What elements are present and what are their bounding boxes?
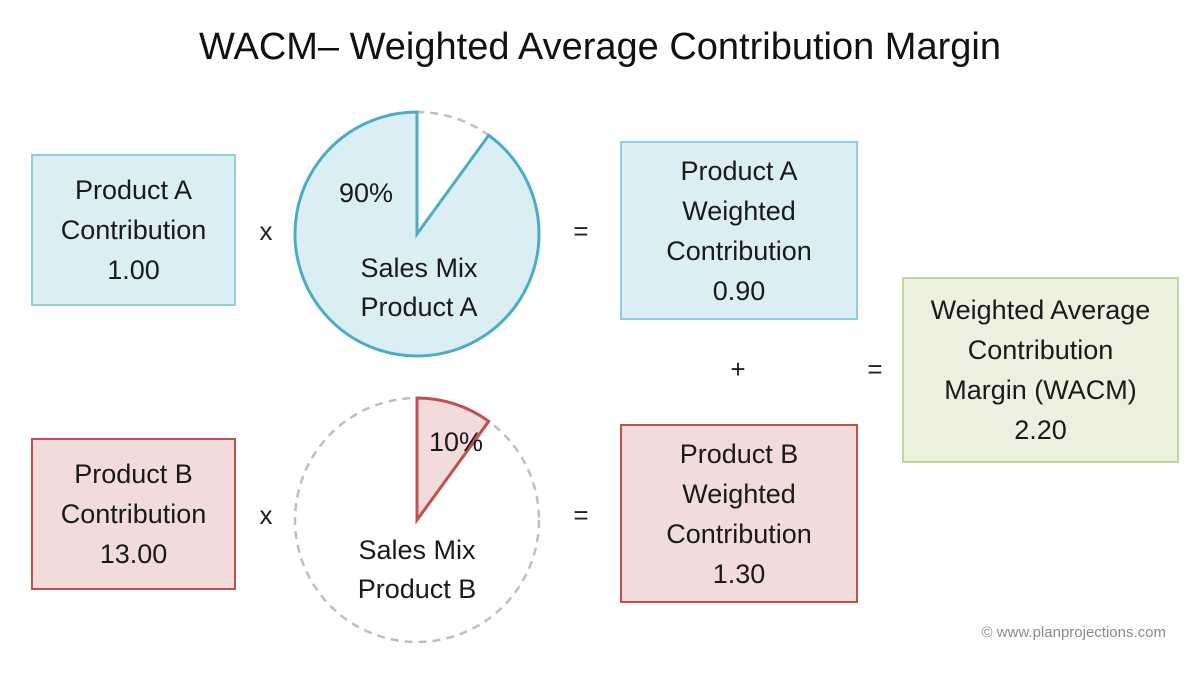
box-line: 1.00 (107, 255, 160, 285)
box-line: Weighted Average (930, 295, 1151, 325)
box-line: Margin (WACM) (944, 375, 1137, 405)
box-line: Contribution (666, 518, 812, 549)
box-line: Product B (74, 459, 193, 489)
box-line: 13.00 (99, 539, 168, 569)
pie-b-label-line2: Product B (358, 574, 477, 604)
box-line: Contribution (967, 335, 1114, 365)
pie-a-label-line1: Sales Mix (360, 253, 478, 283)
pie-a-label-line2: Product A (360, 292, 477, 322)
product-a-weighted-box: Product A Weighted Contribution 0.90 (620, 141, 858, 320)
box-line: Contribution (666, 235, 812, 266)
multiply-operator-b: x (259, 500, 273, 530)
product-a-contribution-box: Product A Contribution 1.00 (31, 154, 236, 306)
product-b-contribution-box: Product B Contribution 13.00 (31, 438, 236, 590)
box-line: 0.90 (712, 275, 766, 306)
box-line: Weighted (682, 478, 796, 509)
box-line: Contribution (60, 215, 207, 245)
equals-operator-total: = (867, 354, 883, 384)
box-line: 2.20 (1014, 415, 1067, 445)
box-line: Product A (74, 175, 193, 205)
wacm-result-box: Weighted Average Contribution Margin (WA… (902, 277, 1179, 463)
box-line: Contribution (60, 499, 207, 529)
page-title: WACM– Weighted Average Contribution Marg… (199, 26, 1001, 68)
pie-b-percent: 10% (429, 427, 483, 457)
copyright-notice: © www.planprojections.com (981, 624, 1166, 641)
multiply-operator-a: x (259, 216, 273, 246)
pie-a-slice (293, 110, 541, 358)
product-b-weighted-box: Product B Weighted Contribution 1.30 (620, 424, 858, 603)
box-line: Product B (679, 438, 799, 469)
pie-b-slice (415, 396, 491, 525)
box-line: Product A (680, 155, 798, 186)
box-line: Weighted (682, 195, 796, 226)
plus-operator: + (730, 354, 746, 384)
equals-operator-a: = (573, 216, 589, 246)
box-line: 1.30 (712, 558, 766, 589)
pie-a-percent: 90% (339, 178, 393, 208)
equals-operator-b: = (573, 500, 589, 530)
pie-b-label-line1: Sales Mix (358, 535, 476, 565)
